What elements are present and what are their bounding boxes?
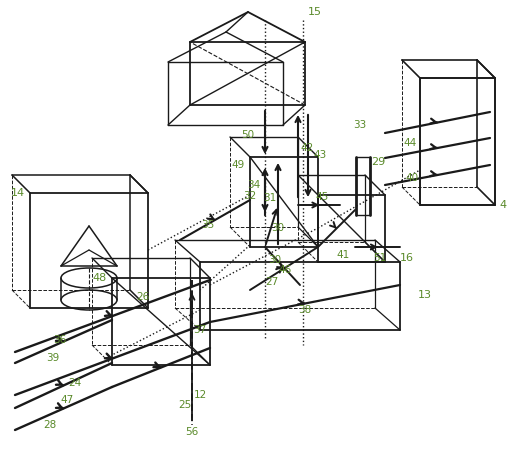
Text: 42: 42 bbox=[300, 143, 314, 153]
Text: 32: 32 bbox=[243, 191, 256, 201]
Text: 27: 27 bbox=[265, 277, 279, 287]
Text: 39: 39 bbox=[46, 353, 60, 363]
Text: 14: 14 bbox=[11, 188, 25, 198]
Text: 31: 31 bbox=[263, 193, 277, 203]
Text: 12: 12 bbox=[193, 390, 207, 400]
Text: 26: 26 bbox=[136, 292, 150, 302]
Text: 46: 46 bbox=[279, 265, 291, 275]
Text: 51: 51 bbox=[373, 253, 387, 263]
Text: 43: 43 bbox=[314, 150, 326, 160]
Text: 33: 33 bbox=[354, 120, 366, 130]
Text: 37: 37 bbox=[193, 325, 207, 335]
Text: 24: 24 bbox=[68, 378, 82, 388]
Text: 29: 29 bbox=[371, 157, 385, 167]
Text: 49: 49 bbox=[231, 160, 245, 170]
Text: 47: 47 bbox=[60, 395, 74, 405]
Text: 50: 50 bbox=[242, 130, 254, 140]
Text: 35: 35 bbox=[201, 220, 215, 230]
Text: 56: 56 bbox=[186, 427, 198, 437]
Text: 44: 44 bbox=[403, 138, 417, 148]
Text: 13: 13 bbox=[418, 290, 432, 300]
Text: 30: 30 bbox=[268, 255, 282, 265]
Text: 34: 34 bbox=[247, 180, 261, 190]
Text: 40: 40 bbox=[406, 173, 418, 183]
Text: 36: 36 bbox=[53, 335, 67, 345]
Text: 4: 4 bbox=[500, 200, 507, 210]
Text: 41: 41 bbox=[336, 250, 350, 260]
Text: 30: 30 bbox=[271, 223, 285, 233]
Text: 16: 16 bbox=[400, 253, 414, 263]
Text: 48: 48 bbox=[93, 273, 107, 283]
Text: 25: 25 bbox=[178, 400, 192, 410]
Text: 28: 28 bbox=[43, 420, 57, 430]
Text: 45: 45 bbox=[316, 192, 328, 202]
Text: 15: 15 bbox=[308, 7, 322, 17]
Text: 38: 38 bbox=[298, 305, 311, 315]
